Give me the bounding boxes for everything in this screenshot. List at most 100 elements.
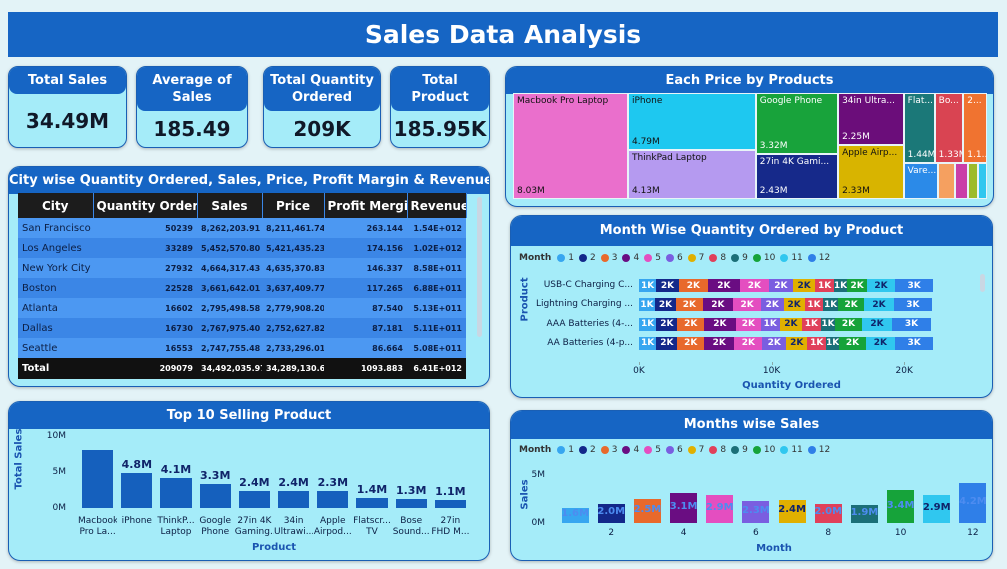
kpi-value: 34.49M [25, 108, 110, 133]
treemap-cell: Flat... 1.44M [903, 93, 935, 164]
data-label: 2.9M [705, 502, 734, 514]
table-cell: 16602 [93, 298, 197, 318]
data-label: 2K [740, 299, 754, 310]
bar [277, 490, 310, 508]
data-label: 1K [640, 319, 655, 330]
legend-label: 8 [720, 445, 727, 455]
table-cell: Atlanta [18, 298, 93, 318]
bar-segment: 2K [677, 317, 704, 331]
table-cell: 2,779,908.20 [262, 298, 324, 318]
treemap-cell: 34in Ultra... 2.25M [838, 93, 904, 146]
legend-label: 3 [611, 445, 618, 455]
bar-segment: 2K [656, 279, 679, 292]
x-tick-label: 0K [633, 366, 645, 376]
bar-segment: 1K [639, 298, 655, 312]
kpi-card: Average of Sales 185.49 [136, 66, 248, 148]
legend-swatch [780, 254, 789, 262]
legend-label: 3 [611, 253, 618, 263]
treemap-cell: Apple Airp... 2.33M [838, 145, 904, 199]
data-label: 2K [658, 299, 673, 310]
legend-label: 12 [818, 445, 831, 455]
kpi-label: Total Quantity Ordered [264, 67, 380, 111]
data-label: 2.0M [814, 506, 843, 518]
treemap-value: 8.03M [517, 186, 545, 196]
column-header: Price [262, 193, 325, 218]
bar-segment: 2K [735, 317, 761, 331]
bar [670, 493, 698, 523]
treemap-value: 2.25M [842, 132, 870, 143]
data-label: 1.4M [356, 482, 388, 496]
x-tick-label: Bose Sound... [392, 516, 430, 537]
treemap-label: Apple Airp... [842, 148, 898, 159]
bar-segment: 1K [815, 279, 834, 292]
bar-segment: 1K [833, 279, 848, 292]
data-label: 2K [684, 338, 698, 349]
panel-title: Month Wise Quantity Ordered by Product [511, 216, 992, 246]
table-cell: 86.664 [324, 338, 407, 358]
scrollbar[interactable] [477, 197, 482, 337]
bar [923, 495, 951, 523]
data-label: 2K [686, 280, 700, 291]
bar [850, 504, 878, 523]
x-tick-label: 6 [753, 528, 759, 538]
treemap-value: 3.32M [759, 141, 788, 152]
legend-swatch [644, 446, 653, 454]
legend-swatch [644, 254, 653, 262]
table-cell: 8,262,203.91 [197, 218, 262, 238]
bar-segment: 2K [864, 298, 894, 312]
bar [238, 490, 271, 508]
panel-title: Top 10 Selling Product [9, 402, 489, 429]
treemap-cell: Macbook Pro Laptop 8.03M [513, 93, 628, 199]
table-row: Boston 22528 3,661,642.01 3,637,409.77 117.2… [18, 278, 466, 298]
data-label: 2K [765, 299, 779, 310]
scrollbar[interactable] [980, 274, 985, 292]
legend-label: 6 [676, 445, 683, 455]
bar-segment: 2K [768, 279, 793, 292]
data-label: 1K [818, 280, 832, 291]
bar-segment: 1K [825, 336, 840, 350]
data-label: 3K [907, 338, 921, 349]
bar-segment: 2K [703, 336, 735, 350]
x-tick-label: iPhone [121, 516, 152, 526]
bar-segment: 2K [867, 279, 895, 292]
treemap-label: Vare... [907, 166, 937, 177]
bar [887, 490, 915, 523]
bar-segment: 2K [702, 298, 734, 312]
bar-segment: 1K [802, 317, 821, 331]
kpi-label: Total Sales [9, 67, 126, 94]
bar-segment: 2K [734, 336, 763, 350]
bar-segment: 1K [820, 317, 836, 331]
data-label: 2.4M [278, 475, 309, 489]
panel-title: Months wise Sales [511, 411, 992, 439]
data-label: 1.9M [850, 506, 879, 518]
bar-segment: 1K [639, 336, 657, 350]
legend-label: 5 [655, 253, 661, 263]
kpi-label: Total Product [391, 67, 489, 111]
legend-swatch [807, 446, 816, 454]
bar-segment: 2K [762, 336, 787, 350]
legend-swatch [752, 254, 761, 262]
treemap-label: Flat... [907, 96, 933, 106]
treemap-label: Macbook Pro Laptop [517, 96, 609, 106]
data-label: 2K [841, 319, 856, 330]
bar-segment: 2K [792, 279, 816, 292]
data-label: 2K [873, 338, 887, 349]
legend-swatch [807, 254, 816, 262]
bar-segment: 2K [707, 279, 740, 292]
bar-segment: 2K [779, 317, 803, 331]
legend-swatch [579, 254, 587, 262]
table-cell: 2,733,296.01 [262, 338, 324, 358]
legend-label: 9 [742, 445, 748, 455]
table-cell: 5,421,435.23 [262, 238, 324, 258]
treemap-cell [978, 163, 987, 199]
data-label: 2K [845, 338, 860, 349]
treemap-cell [967, 163, 979, 199]
legend-title: Month [519, 445, 552, 455]
data-label: 3K [906, 299, 920, 310]
legend-swatch [600, 254, 609, 262]
treemap-label: 27in 4K Gami... [759, 157, 830, 168]
data-label: 2K [790, 338, 804, 349]
kpi-card: Total Sales 34.49M [8, 66, 127, 148]
bar [633, 498, 661, 523]
